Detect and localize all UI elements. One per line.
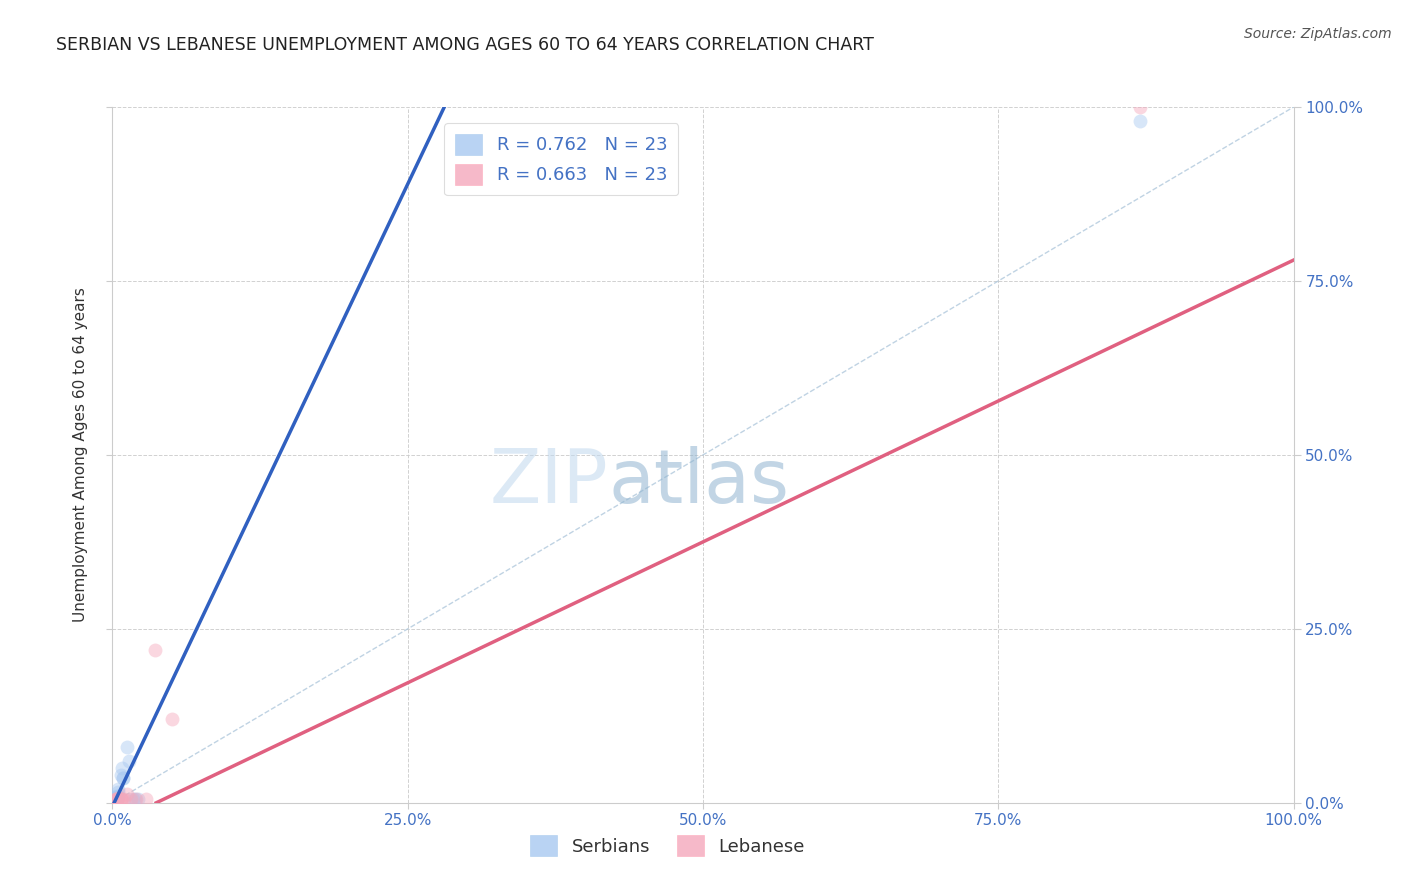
Point <box>115 740 138 755</box>
Legend: Serbians, Lebanese: Serbians, Lebanese <box>523 828 813 863</box>
Text: Source: ZipAtlas.com: Source: ZipAtlas.com <box>1244 27 1392 41</box>
Point <box>118 754 141 768</box>
Point <box>124 792 146 806</box>
Point <box>105 794 128 808</box>
Point <box>105 792 128 806</box>
Point <box>110 792 132 806</box>
Text: SERBIAN VS LEBANESE UNEMPLOYMENT AMONG AGES 60 TO 64 YEARS CORRELATION CHART: SERBIAN VS LEBANESE UNEMPLOYMENT AMONG A… <box>56 36 875 54</box>
Point <box>105 794 128 808</box>
Point <box>135 792 157 806</box>
Point <box>127 792 149 806</box>
Point <box>1129 100 1152 114</box>
Point <box>115 788 138 802</box>
Point <box>112 772 135 786</box>
Point <box>107 785 129 799</box>
Point <box>105 794 128 808</box>
Point <box>107 781 129 796</box>
Point <box>120 792 142 806</box>
Point <box>110 768 132 782</box>
Point <box>112 772 135 786</box>
Point <box>105 794 128 808</box>
Y-axis label: Unemployment Among Ages 60 to 64 years: Unemployment Among Ages 60 to 64 years <box>73 287 89 623</box>
Point <box>125 792 148 806</box>
Point <box>107 792 129 806</box>
Point <box>105 791 128 805</box>
Point <box>105 794 128 808</box>
Point <box>121 792 143 806</box>
Point <box>143 642 166 657</box>
Point <box>110 792 132 806</box>
Point <box>105 794 128 808</box>
Point <box>105 790 128 805</box>
Point <box>105 794 128 808</box>
Text: ZIP: ZIP <box>489 446 609 519</box>
Point <box>105 792 128 806</box>
Point <box>105 789 128 803</box>
Point <box>112 792 135 806</box>
Point <box>107 789 129 803</box>
Point <box>105 794 128 808</box>
Point <box>111 792 134 806</box>
Point <box>1129 114 1152 128</box>
Text: atlas: atlas <box>609 446 790 519</box>
Point <box>105 792 128 806</box>
Point <box>107 791 129 805</box>
Point <box>105 794 128 808</box>
Point <box>105 791 128 805</box>
Point <box>105 794 128 808</box>
Point <box>105 792 128 806</box>
Point <box>160 712 183 726</box>
Point <box>105 794 128 808</box>
Point <box>111 761 134 775</box>
Point <box>105 790 128 805</box>
